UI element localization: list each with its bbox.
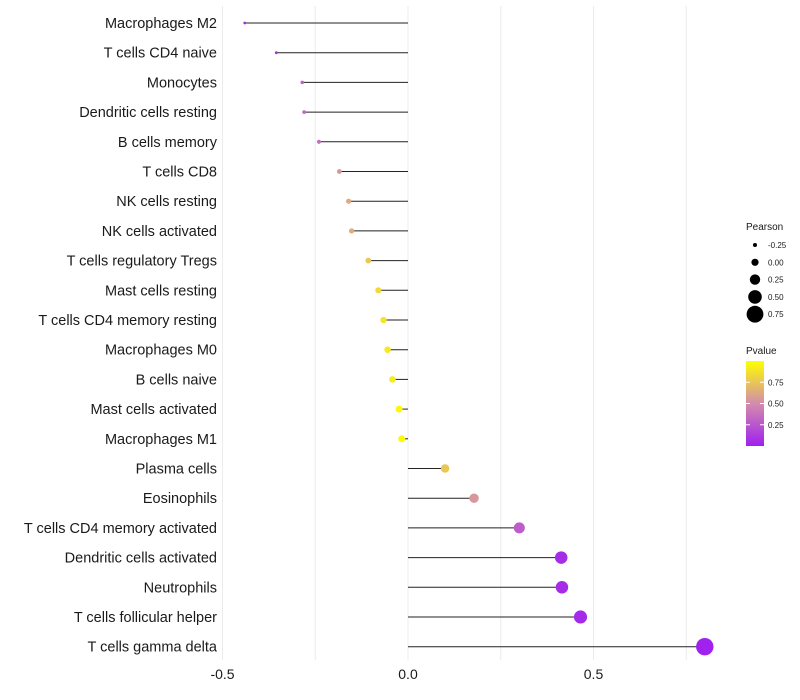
lollipop-dot — [380, 316, 387, 324]
lollipop-dot — [346, 198, 352, 204]
lollipop-dot — [398, 435, 406, 443]
grid-lines — [222, 6, 687, 660]
color-legend-label: 0.50 — [768, 400, 784, 409]
lollipop-dot — [389, 376, 396, 383]
category-labels: Macrophages M2 T cells CD4 naive Monocytes… — [24, 16, 218, 656]
size-legend-dot — [749, 274, 761, 285]
category-label: Plasma cells — [136, 462, 217, 478]
lollipop-dot — [395, 405, 403, 413]
color-legend-label: 0.75 — [768, 378, 784, 387]
category-label: Eosinophils — [143, 491, 217, 507]
category-label: Monocytes — [147, 75, 217, 91]
category-label: T cells regulatory Tregs — [67, 254, 217, 270]
lollipop-dot — [384, 346, 391, 353]
category-label: T cells gamma delta — [88, 640, 218, 656]
category-label: Macrophages M2 — [105, 16, 217, 32]
category-label: Macrophages M1 — [105, 432, 217, 448]
lollipop-dot — [554, 551, 568, 564]
category-label: B cells naive — [136, 372, 217, 388]
size-legend-label: 0.25 — [768, 276, 784, 285]
category-label: Dendritic cells resting — [79, 105, 217, 121]
category-label: NK cells resting — [116, 194, 217, 210]
lollipop-dot — [469, 493, 479, 503]
lollipop-dot — [513, 522, 525, 534]
category-label: B cells memory — [118, 135, 218, 151]
lollipop-dot — [336, 169, 342, 174]
x-axis-ticks: -0.5 0.0 0.5 — [210, 666, 603, 682]
size-legend-label: 0.50 — [768, 293, 784, 302]
category-label: T cells follicular helper — [74, 610, 217, 626]
lollipop-dot — [375, 287, 382, 294]
size-legend-label: 0.75 — [768, 310, 784, 319]
color-legend: Pvalue 0.75 0.50 0.25 — [746, 346, 784, 446]
lollipop-dot — [300, 80, 305, 85]
size-legend: Pearson -0.25 0.00 0.25 0.50 0.75 — [746, 222, 787, 323]
lollipop-dot — [365, 257, 372, 264]
size-legend-dot — [751, 258, 759, 266]
lollipop-dot — [555, 581, 569, 594]
lollipop-dot — [274, 51, 278, 55]
lollipop-dot — [348, 228, 355, 234]
category-label: Mast cells resting — [105, 283, 217, 299]
category-label: NK cells activated — [102, 224, 217, 240]
x-tick-label: 0.5 — [584, 666, 604, 682]
lollipop-dot — [243, 21, 247, 25]
lollipop-dots — [243, 21, 714, 656]
pvalue-colorbar — [746, 361, 764, 446]
size-legend-label: 0.00 — [768, 258, 784, 267]
color-legend-label: 0.25 — [768, 421, 784, 430]
category-label: T cells CD4 memory activated — [24, 521, 217, 537]
category-label: T cells CD4 memory resting — [38, 313, 217, 329]
category-label: Mast cells activated — [90, 402, 217, 418]
size-legend-dot — [746, 305, 764, 323]
lollipop-dot — [302, 110, 306, 114]
size-legend-dot — [748, 290, 762, 304]
lollipop-dot — [440, 464, 450, 473]
category-label: Macrophages M0 — [105, 343, 217, 359]
category-label: T cells CD8 — [142, 165, 217, 181]
x-tick-label: -0.5 — [210, 666, 234, 682]
category-label: T cells CD4 naive — [104, 46, 217, 62]
size-legend-label: -0.25 — [768, 241, 787, 250]
lollipop-dot — [316, 139, 322, 144]
category-label: Dendritic cells activated — [65, 551, 217, 567]
lollipop-stems — [244, 22, 705, 648]
lollipop-dot — [696, 637, 714, 656]
size-legend-title: Pearson — [746, 222, 783, 233]
category-label: Neutrophils — [144, 580, 217, 596]
color-legend-title: Pvalue — [746, 346, 777, 357]
size-legend-dot — [753, 243, 757, 247]
lollipop-dot — [573, 610, 588, 624]
x-tick-label: 0.0 — [398, 666, 418, 682]
